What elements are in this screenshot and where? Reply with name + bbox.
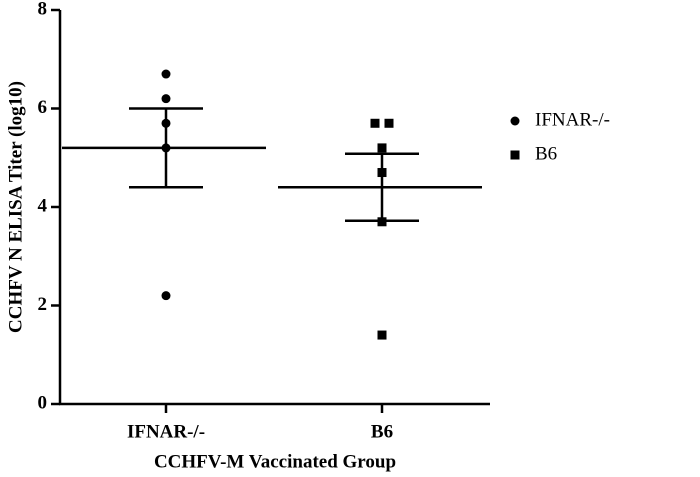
y-tick-label: 4 [38, 195, 48, 216]
y-axis-title: CCHFV N ELISA Titer (log10) [5, 81, 26, 333]
x-tick-label: IFNAR-/- [127, 421, 205, 442]
point [161, 291, 171, 301]
point [161, 94, 171, 104]
y-tick-label: 8 [38, 0, 48, 19]
x-tick-label: B6 [371, 421, 393, 442]
point [510, 150, 520, 160]
point [370, 118, 380, 128]
point [510, 116, 520, 126]
y-tick-label: 0 [38, 392, 48, 413]
legend-label: IFNAR-/- [535, 109, 610, 130]
point [161, 69, 171, 79]
point [377, 143, 387, 153]
y-tick-label: 6 [38, 97, 48, 118]
x-axis-title: CCHFV-M Vaccinated Group [154, 451, 396, 472]
point [377, 330, 387, 340]
point [384, 118, 394, 128]
legend-label: B6 [535, 143, 557, 164]
y-tick-label: 2 [38, 294, 48, 315]
